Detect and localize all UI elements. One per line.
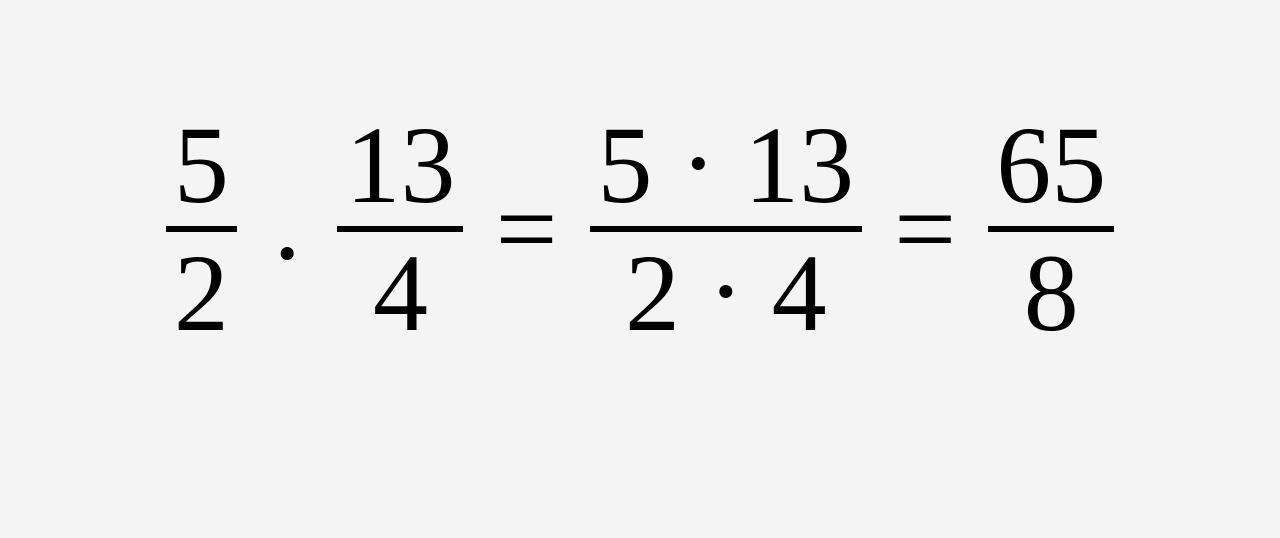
multiply-dot-1: · bbox=[265, 198, 310, 308]
fraction-4-numerator: 65 bbox=[988, 110, 1114, 220]
equals-2: = bbox=[890, 174, 960, 284]
fraction-4-denominator: 8 bbox=[1016, 238, 1087, 348]
fraction-3-denominator: 2 · 4 bbox=[617, 238, 835, 348]
fraction-4: 65 8 bbox=[988, 110, 1114, 348]
equals-1: = bbox=[491, 174, 561, 284]
fraction-1-denominator: 2 bbox=[166, 238, 237, 348]
fraction-1: 5 2 bbox=[166, 110, 237, 348]
fraction-3-den-dot: · bbox=[708, 230, 745, 352]
fraction-3: 5 · 13 2 · 4 bbox=[590, 110, 863, 348]
fraction-1-numerator: 5 bbox=[166, 110, 237, 220]
fraction-2-numerator: 13 bbox=[337, 110, 463, 220]
equation-stage: 5 2 · 13 4 = 5 · 13 2 · 4 = 65 bbox=[0, 0, 1280, 538]
fraction-3-numerator: 5 · 13 bbox=[590, 110, 863, 220]
fraction-3-num-left: 5 bbox=[598, 104, 653, 226]
fraction-3-num-dot: · bbox=[680, 102, 717, 224]
fraction-3-den-left: 2 bbox=[625, 232, 680, 354]
fraction-2-denominator: 4 bbox=[365, 238, 436, 348]
fraction-2: 13 4 bbox=[337, 110, 463, 348]
equation: 5 2 · 13 4 = 5 · 13 2 · 4 = 65 bbox=[166, 110, 1114, 348]
fraction-3-den-right: 4 bbox=[772, 232, 827, 354]
fraction-3-num-right: 13 bbox=[744, 104, 854, 226]
